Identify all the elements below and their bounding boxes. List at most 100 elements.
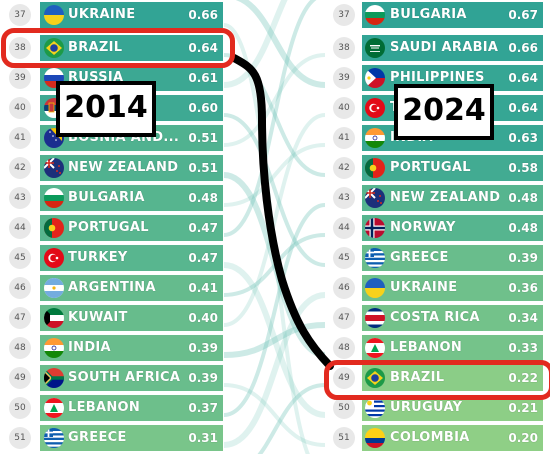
country-score: 0.64 [508,71,538,85]
brazil-flag-icon [365,368,385,388]
newzealand-flag-icon [44,158,64,178]
rank-badge: 43 [9,187,31,209]
rank-badge: 37 [9,4,31,26]
greece-flag-icon [44,428,64,448]
country-name: UKRAINE [390,280,458,295]
rank-badge: 41 [9,127,31,149]
right-row-norway: NORWAY 0.48 44 [0,213,550,243]
rank-badge: 51 [9,427,31,449]
right-row-saudi-arabia: SAUDI ARABIA 0.66 38 [0,33,550,63]
left-row-brazil: BRAZIL 0.64 38 [0,33,550,63]
left-year-label: 2014 [56,81,156,137]
country-name: PORTUGAL [390,160,471,175]
newzealand-flag-icon [365,188,385,208]
rank-badge: 44 [9,217,31,239]
turkey-flag-icon [44,248,64,268]
rank-badge: 44 [333,217,355,239]
right-row-portugal: PORTUGAL 0.58 42 [0,153,550,183]
country-bar: SOUTH AFRICA 0.39 [40,365,223,391]
country-score: 0.48 [508,191,538,205]
country-score: 0.36 [508,281,538,295]
country-score: 0.39 [188,341,218,355]
country-bar: KUWAIT 0.40 [40,305,223,331]
country-score: 0.67 [508,8,538,22]
rank-badge: 42 [9,157,31,179]
country-score: 0.48 [508,221,538,235]
country-bar: NEW ZEALAND 0.51 [40,155,223,181]
country-score: 0.58 [508,161,538,175]
country-name: GREECE [68,430,127,445]
left-row-greece: GREECE 0.31 51 [0,423,550,453]
left-row-ukraine: UKRAINE 0.66 37 [0,0,550,30]
costarica-flag-icon [365,308,385,328]
serbia-flag-icon [44,98,64,118]
country-score: 0.61 [188,71,218,85]
left-row-south-africa: SOUTH AFRICA 0.39 49 [0,363,550,393]
philippines-flag-icon [365,68,385,88]
left-row-portugal: PORTUGAL 0.47 44 [0,213,550,243]
country-name: PHILIPPINES [390,70,485,85]
rank-badge: 39 [9,67,31,89]
left-row-argentina: ARGENTINA 0.41 46 [0,273,550,303]
country-bar: PHILIPPINES 0.64 [362,65,543,91]
country-name: NORWAY [390,220,456,235]
brazil-flag-icon [44,38,64,58]
rank-badge: 49 [9,367,31,389]
rank-badge: 48 [333,337,355,359]
lebanon-flag-icon [44,398,64,418]
right-brazil-highlight [324,360,550,400]
country-score: 0.47 [188,221,218,235]
country-bar: COLOMBIA 0.20 [362,425,543,451]
country-score: 0.63 [508,131,538,145]
left-row-bulgaria: BULGARIA 0.48 43 [0,183,550,213]
country-name: BRAZIL [390,370,445,385]
rank-change-link [257,383,326,454]
country-name: TURKEY [68,250,128,265]
country-score: 0.39 [508,251,538,265]
country-bar: GREECE 0.39 [362,245,543,271]
country-name: LEBANON [68,400,141,415]
country-bar: LEBANON 0.33 [362,335,543,361]
ukraine-flag-icon [44,5,64,25]
left-brazil-highlight [1,28,235,68]
country-score: 0.66 [508,41,538,55]
rank-badge: 43 [333,187,355,209]
country-name: ARGENTINA [68,280,156,295]
country-score: 0.47 [188,251,218,265]
country-bar: NEW ZEALAND 0.48 [362,185,543,211]
country-bar: BULGARIA 0.48 [40,185,223,211]
country-score: 0.31 [188,431,218,445]
portugal-flag-icon [365,158,385,178]
country-name: PORTUGAL [68,220,149,235]
country-score: 0.20 [508,431,538,445]
country-name: KUWAIT [68,310,128,325]
greece-flag-icon [365,248,385,268]
left-row-lebanon: LEBANON 0.37 50 [0,393,550,423]
rank-badge: 46 [9,277,31,299]
country-bar: LEBANON 0.37 [40,395,223,421]
rank-badge: 45 [333,247,355,269]
country-score: 0.40 [188,311,218,325]
country-score: 0.41 [188,281,218,295]
country-score: 0.21 [508,401,538,415]
rank-badge: 50 [333,397,355,419]
right-row-greece: GREECE 0.39 45 [0,243,550,273]
rank-badge: 42 [333,157,355,179]
rank-badge: 50 [9,397,31,419]
left-row-india: INDIA 0.39 48 [0,333,550,363]
bulgaria-flag-icon [44,188,64,208]
country-bar: TURKEY 0.47 [40,245,223,271]
country-bar: PORTUGAL 0.58 [362,155,543,181]
country-name: NEW ZEALAND [68,160,179,175]
country-name: BULGARIA [68,190,145,205]
russia-flag-icon [44,68,64,88]
rank-badge: 45 [9,247,31,269]
country-score: 0.34 [508,311,538,325]
country-bar: BRAZIL 0.22 [362,365,543,391]
rank-change-link [223,383,326,447]
country-bar: BRAZIL 0.64 [40,35,223,61]
right-row-colombia: COLOMBIA 0.20 51 [0,423,550,453]
country-score: 0.22 [508,371,538,385]
rank-badge: 38 [9,37,31,59]
country-name: INDIA [68,340,111,355]
